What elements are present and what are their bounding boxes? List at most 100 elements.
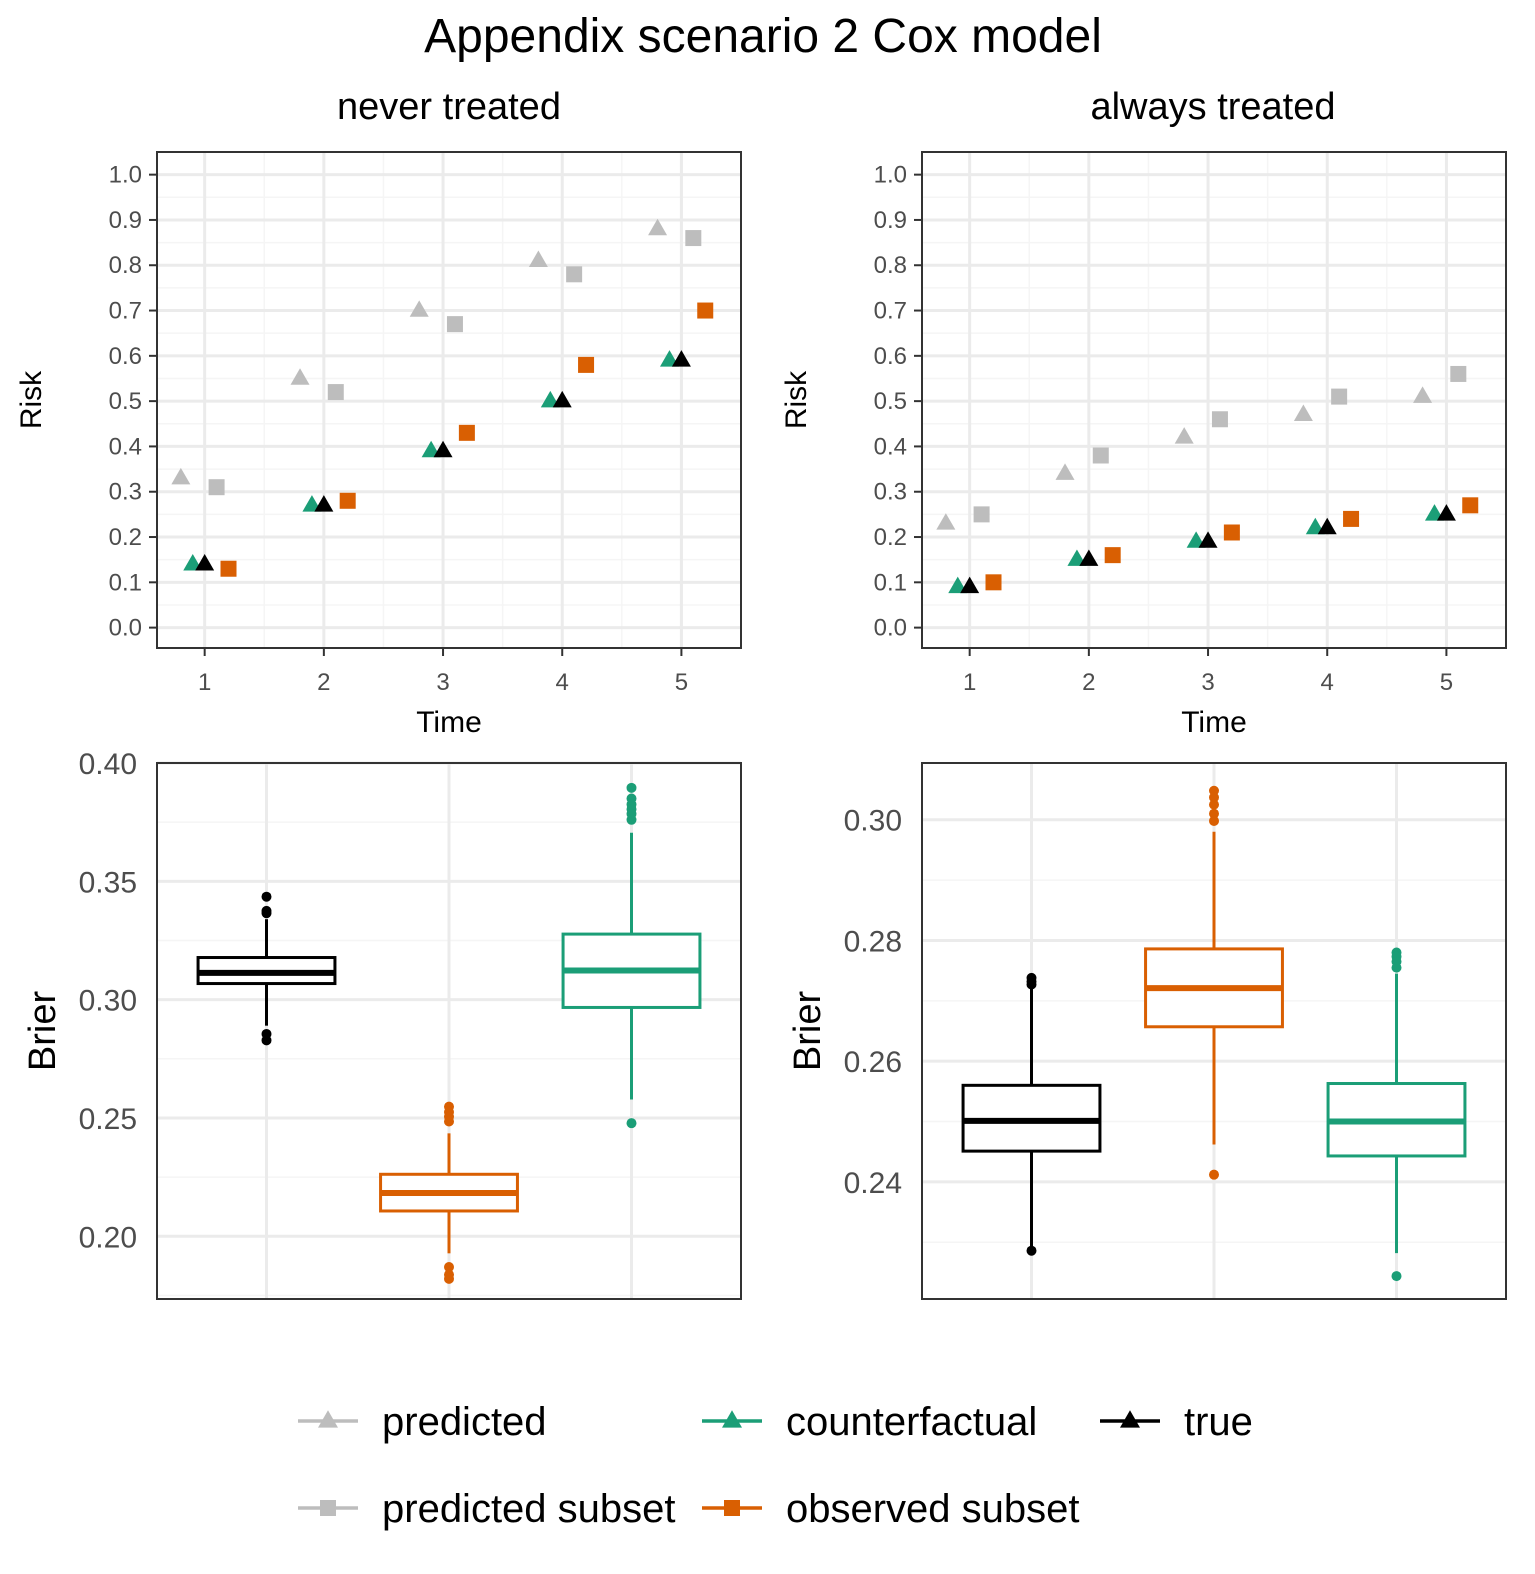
y-axis-title: Brier [22, 991, 64, 1072]
risk-panel-never-treated: 0.0 0.1 0.2 0.3 0.4 0.5 0.6 0.7 0.8 0.9 1.0 1 2 3 4 5 Ti… [15, 151, 742, 739]
outlier-counterfactual [626, 782, 637, 793]
point-predicted [171, 467, 191, 485]
outlier-true [261, 1035, 272, 1046]
outlier-observed-subset [1209, 799, 1219, 810]
panel-border [921, 151, 1507, 649]
y-tick-label: 0.8 [874, 252, 907, 279]
y-tick-label: 0.9 [874, 207, 907, 234]
outlier-true [261, 891, 272, 902]
point-true [433, 440, 453, 458]
y-tick-label: 0.0 [874, 615, 907, 642]
strip-title-never-treated: never treated [337, 86, 561, 128]
point-true [960, 576, 980, 594]
point-counterfactual [1186, 531, 1206, 548]
y-tick-label: 0.20 [79, 1221, 137, 1254]
point-predicted [1055, 463, 1075, 480]
legend-label: predicted subset [382, 1487, 676, 1531]
y-tick-label: 0.2 [109, 524, 142, 551]
risk-panel-always-treated: 0.0 0.1 0.2 0.3 0.4 0.5 0.6 0.7 0.8 0.9 1.0 1 2 3 4 5 Ti… [780, 151, 1507, 739]
point-counterfactual [540, 390, 560, 408]
y-tick-label: 0.30 [844, 805, 902, 838]
strip-title-always-treated: always treated [1090, 86, 1335, 128]
y-tick-label: 0.2 [874, 524, 907, 551]
y-tick-label: 0.5 [874, 388, 907, 415]
point-observed-subset [578, 356, 595, 373]
outlier-observed-subset [1209, 815, 1219, 826]
outlier-true [1026, 979, 1037, 990]
point-predicted [409, 300, 429, 317]
point-true [1198, 531, 1218, 548]
point-counterfactual [421, 440, 441, 458]
y-tick-label: 0.9 [109, 207, 142, 234]
legend-item-observed_subset: observed subset [702, 1487, 1080, 1531]
point-observed-subset [220, 560, 237, 577]
point-predicted-subset [1450, 365, 1467, 382]
x-tick-label: 2 [1082, 669, 1095, 696]
point-true [195, 553, 215, 571]
y-axis-title: Risk [780, 370, 813, 429]
outlier-counterfactual [626, 1118, 637, 1129]
point-observed-subset [458, 424, 475, 441]
panel-border [921, 762, 1507, 1300]
outlier-counterfactual [1391, 962, 1402, 973]
point-true [314, 495, 334, 512]
point-counterfactual [659, 350, 679, 367]
point-predicted [1413, 386, 1433, 403]
point-predicted [290, 368, 310, 385]
y-tick-label: 0.24 [844, 1167, 902, 1200]
point-counterfactual [1067, 549, 1087, 566]
x-tick-label: 2 [317, 669, 330, 696]
point-counterfactual [1424, 504, 1444, 521]
y-tick-label: 0.1 [874, 569, 907, 596]
point-observed-subset [1462, 497, 1479, 514]
y-tick-label: 0.7 [109, 298, 142, 325]
y-tick-label: 0.0 [109, 615, 142, 642]
y-tick-label: 0.26 [844, 1046, 902, 1079]
point-predicted-subset [566, 266, 583, 283]
outlier-counterfactual [1391, 1271, 1402, 1282]
point-counterfactual [183, 553, 203, 571]
y-tick-label: 1.0 [109, 162, 142, 189]
outlier-true [1026, 1245, 1037, 1256]
point-predicted [1293, 404, 1313, 421]
legend-item-predicted_subset: predicted subset [298, 1487, 676, 1531]
y-tick-label: 0.4 [874, 433, 907, 460]
x-axis-title: Time [1181, 706, 1247, 739]
point-observed-subset [1343, 510, 1360, 527]
y-tick-label: 0.7 [874, 298, 907, 325]
legend-key-triangle [1120, 1410, 1140, 1428]
y-tick-label: 0.25 [79, 1103, 137, 1136]
legend-item-true: true [1100, 1400, 1253, 1444]
legend-key-square [724, 1500, 740, 1516]
x-tick-label: 1 [198, 669, 211, 696]
point-predicted-subset [208, 479, 225, 496]
x-tick-label: 4 [556, 669, 569, 696]
panel-border [156, 762, 742, 1300]
point-predicted-subset [327, 384, 344, 401]
point-true [552, 390, 572, 408]
legend-item-counterfactual: counterfactual [702, 1400, 1037, 1444]
point-true [671, 350, 691, 367]
point-observed-subset [697, 302, 714, 319]
x-tick-label: 5 [675, 669, 688, 696]
outlier-observed-subset [1209, 808, 1219, 819]
point-predicted [528, 250, 548, 267]
outlier-observed-subset [1209, 1169, 1219, 1180]
x-tick-label: 3 [436, 669, 449, 696]
legend-item-predicted: predicted [298, 1400, 547, 1444]
point-predicted [936, 513, 956, 530]
point-predicted-subset [973, 506, 990, 523]
point-predicted [648, 218, 668, 236]
y-tick-label: 0.3 [109, 479, 142, 506]
point-true [1317, 517, 1337, 535]
y-tick-label: 0.30 [79, 985, 137, 1018]
legend-label: predicted [382, 1400, 547, 1444]
point-counterfactual [1305, 517, 1325, 535]
y-tick-label: 0.5 [109, 388, 142, 415]
legend-label: true [1184, 1400, 1253, 1444]
point-observed-subset [339, 492, 356, 509]
point-observed-subset [985, 574, 1002, 591]
y-tick-label: 0.35 [79, 866, 137, 899]
x-tick-label: 3 [1201, 669, 1214, 696]
